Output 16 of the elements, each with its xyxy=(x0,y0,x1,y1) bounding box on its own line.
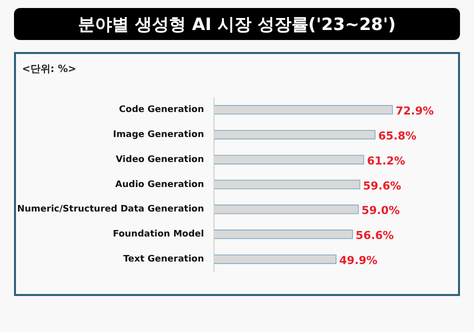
y-tick-label: Text Generation xyxy=(123,254,204,264)
chart-title: 분야별 생성형 AI 시장 성장률('23~28') xyxy=(14,8,460,40)
data-label: 65.8% xyxy=(378,130,416,143)
data-label: 59.6% xyxy=(363,179,402,192)
data-label: 61.2% xyxy=(366,154,406,168)
y-tick-label: Numeric/Structured Data Generation xyxy=(17,204,204,215)
y-tick-label: Image Generation xyxy=(113,130,204,140)
data-label: 59.0% xyxy=(362,204,400,218)
data-label: 72.9% xyxy=(396,104,434,118)
y-tick-label: Video Generation xyxy=(116,154,204,165)
y-tick-label: Foundation Model xyxy=(112,230,204,240)
data-label: 56.6% xyxy=(356,229,394,242)
y-tick-label: Audio Generation xyxy=(115,180,204,190)
data-label: 49.9% xyxy=(339,254,378,268)
text: <단위: %> xyxy=(22,63,76,76)
y-tick-label: Code Generation xyxy=(119,105,204,116)
